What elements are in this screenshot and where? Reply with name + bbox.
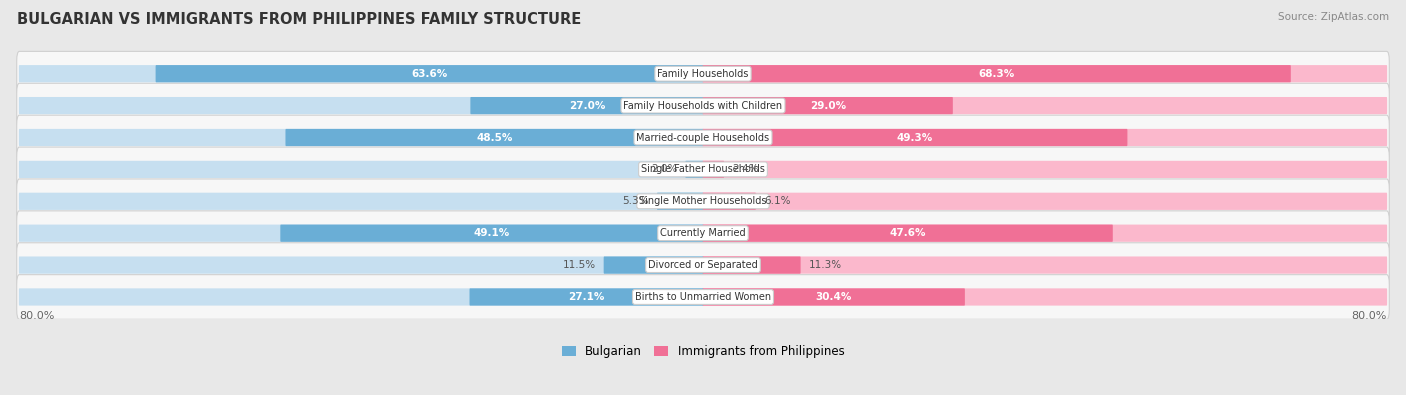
FancyBboxPatch shape xyxy=(703,65,1388,82)
FancyBboxPatch shape xyxy=(657,193,703,210)
FancyBboxPatch shape xyxy=(703,225,1388,242)
Text: 63.6%: 63.6% xyxy=(412,69,447,79)
Text: 5.3%: 5.3% xyxy=(623,196,648,206)
Text: 80.0%: 80.0% xyxy=(20,311,55,321)
Text: 27.1%: 27.1% xyxy=(568,292,605,302)
Text: 6.1%: 6.1% xyxy=(763,196,790,206)
FancyBboxPatch shape xyxy=(18,65,703,82)
Text: Single Father Households: Single Father Households xyxy=(641,164,765,175)
Text: Births to Unmarried Women: Births to Unmarried Women xyxy=(636,292,770,302)
FancyBboxPatch shape xyxy=(471,97,703,114)
FancyBboxPatch shape xyxy=(703,256,1388,274)
FancyBboxPatch shape xyxy=(17,147,1389,192)
FancyBboxPatch shape xyxy=(156,65,703,82)
FancyBboxPatch shape xyxy=(18,193,703,210)
Text: 68.3%: 68.3% xyxy=(979,69,1015,79)
Text: Family Households with Children: Family Households with Children xyxy=(623,101,783,111)
Legend: Bulgarian, Immigrants from Philippines: Bulgarian, Immigrants from Philippines xyxy=(557,340,849,363)
Text: 47.6%: 47.6% xyxy=(890,228,927,238)
FancyBboxPatch shape xyxy=(17,83,1389,128)
Text: 2.0%: 2.0% xyxy=(651,164,678,175)
FancyBboxPatch shape xyxy=(470,288,703,306)
Text: 49.1%: 49.1% xyxy=(474,228,510,238)
Text: Currently Married: Currently Married xyxy=(661,228,745,238)
FancyBboxPatch shape xyxy=(18,97,703,114)
FancyBboxPatch shape xyxy=(703,193,756,210)
FancyBboxPatch shape xyxy=(703,161,1388,178)
FancyBboxPatch shape xyxy=(703,97,1388,114)
FancyBboxPatch shape xyxy=(703,288,965,306)
Text: Divorced or Separated: Divorced or Separated xyxy=(648,260,758,270)
Text: Married-couple Households: Married-couple Households xyxy=(637,132,769,143)
FancyBboxPatch shape xyxy=(285,129,703,146)
FancyBboxPatch shape xyxy=(703,193,1388,210)
FancyBboxPatch shape xyxy=(18,129,703,146)
FancyBboxPatch shape xyxy=(18,288,703,306)
FancyBboxPatch shape xyxy=(703,288,1388,306)
FancyBboxPatch shape xyxy=(703,256,800,274)
FancyBboxPatch shape xyxy=(703,225,1112,242)
FancyBboxPatch shape xyxy=(703,161,724,178)
Text: BULGARIAN VS IMMIGRANTS FROM PHILIPPINES FAMILY STRUCTURE: BULGARIAN VS IMMIGRANTS FROM PHILIPPINES… xyxy=(17,12,581,27)
FancyBboxPatch shape xyxy=(18,225,703,242)
Text: Source: ZipAtlas.com: Source: ZipAtlas.com xyxy=(1278,12,1389,22)
FancyBboxPatch shape xyxy=(17,115,1389,160)
FancyBboxPatch shape xyxy=(17,275,1389,319)
Text: Family Households: Family Households xyxy=(658,69,748,79)
Text: 80.0%: 80.0% xyxy=(1351,311,1386,321)
Text: 11.5%: 11.5% xyxy=(562,260,596,270)
FancyBboxPatch shape xyxy=(17,179,1389,224)
Text: Single Mother Households: Single Mother Households xyxy=(640,196,766,206)
FancyBboxPatch shape xyxy=(703,97,953,114)
FancyBboxPatch shape xyxy=(17,211,1389,256)
FancyBboxPatch shape xyxy=(603,256,703,274)
FancyBboxPatch shape xyxy=(703,129,1388,146)
FancyBboxPatch shape xyxy=(280,225,703,242)
Text: 49.3%: 49.3% xyxy=(897,132,934,143)
FancyBboxPatch shape xyxy=(17,51,1389,96)
FancyBboxPatch shape xyxy=(703,65,1291,82)
Text: 27.0%: 27.0% xyxy=(568,101,605,111)
Text: 2.4%: 2.4% xyxy=(733,164,759,175)
FancyBboxPatch shape xyxy=(703,129,1128,146)
Text: 30.4%: 30.4% xyxy=(815,292,852,302)
FancyBboxPatch shape xyxy=(685,161,703,178)
Text: 29.0%: 29.0% xyxy=(810,101,846,111)
FancyBboxPatch shape xyxy=(18,161,703,178)
FancyBboxPatch shape xyxy=(18,256,703,274)
FancyBboxPatch shape xyxy=(17,243,1389,288)
Text: 11.3%: 11.3% xyxy=(808,260,842,270)
Text: 48.5%: 48.5% xyxy=(477,132,513,143)
